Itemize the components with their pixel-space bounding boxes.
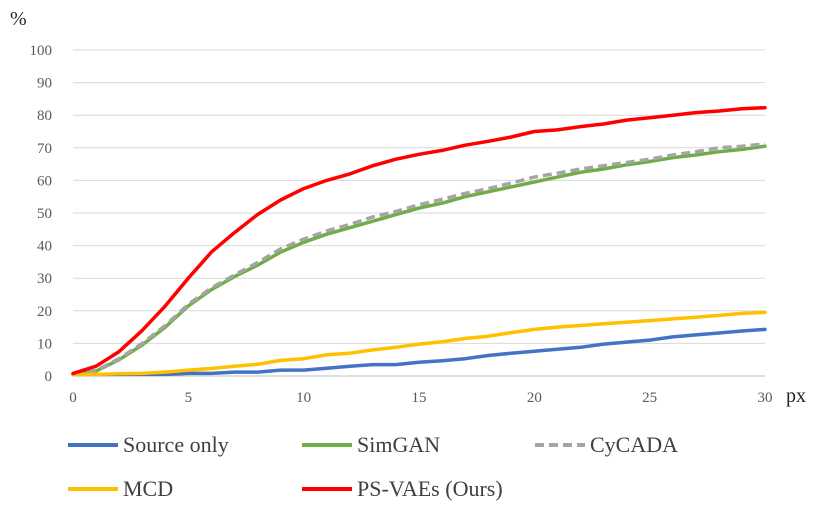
x-axis-unit-label: px bbox=[786, 385, 806, 407]
y-tick-label: 10 bbox=[37, 336, 52, 352]
y-tick-label: 100 bbox=[30, 43, 53, 59]
x-tick-label: 20 bbox=[527, 390, 542, 406]
y-tick-label: 70 bbox=[37, 141, 52, 157]
x-tick-label: 25 bbox=[642, 390, 657, 406]
legend-item: CyCADA bbox=[535, 432, 678, 457]
y-tick-label: 90 bbox=[37, 76, 52, 92]
y-tick-label: 40 bbox=[37, 239, 52, 255]
legend-item: PS-VAEs (Ours) bbox=[302, 476, 503, 501]
x-tick-label: 15 bbox=[412, 390, 427, 406]
legend-label: MCD bbox=[123, 476, 173, 501]
legend-label: PS-VAEs (Ours) bbox=[357, 476, 503, 501]
legend-item: MCD bbox=[68, 476, 173, 501]
legend-label: CyCADA bbox=[590, 432, 678, 457]
series-line-mcd bbox=[71, 310, 767, 377]
series-line-simgan bbox=[71, 144, 767, 377]
x-tick-label: 10 bbox=[296, 390, 311, 406]
legend-item: Source only bbox=[68, 432, 229, 457]
y-tick-label: 80 bbox=[37, 108, 52, 124]
y-tick-label: 20 bbox=[37, 304, 52, 320]
x-tick-label: 0 bbox=[69, 390, 77, 406]
legend-label: Source only bbox=[123, 432, 229, 457]
x-axis-ticks: 0 5 10 15 20 25 30 bbox=[69, 390, 772, 406]
y-tick-label: 30 bbox=[37, 271, 52, 287]
y-tick-label: 0 bbox=[45, 369, 53, 385]
legend-item: SimGAN bbox=[302, 432, 440, 457]
series-line-ps-vaes-ours bbox=[71, 105, 767, 376]
legend: Source only SimGAN CyCADA MCD PS-VAEs (Ours) bbox=[68, 432, 678, 501]
y-axis-ticks: 0 10 20 30 40 50 60 70 80 90 100 bbox=[30, 43, 53, 385]
y-tick-label: 50 bbox=[37, 206, 52, 222]
y-axis-unit-label: % bbox=[10, 8, 27, 30]
series-lines bbox=[71, 105, 767, 377]
x-tick-label: 30 bbox=[758, 390, 773, 406]
gridlines bbox=[73, 49, 765, 377]
y-tick-label: 60 bbox=[37, 173, 52, 189]
series-line-source-only bbox=[71, 327, 767, 377]
x-tick-label: 5 bbox=[185, 390, 193, 406]
legend-label: SimGAN bbox=[357, 432, 440, 457]
